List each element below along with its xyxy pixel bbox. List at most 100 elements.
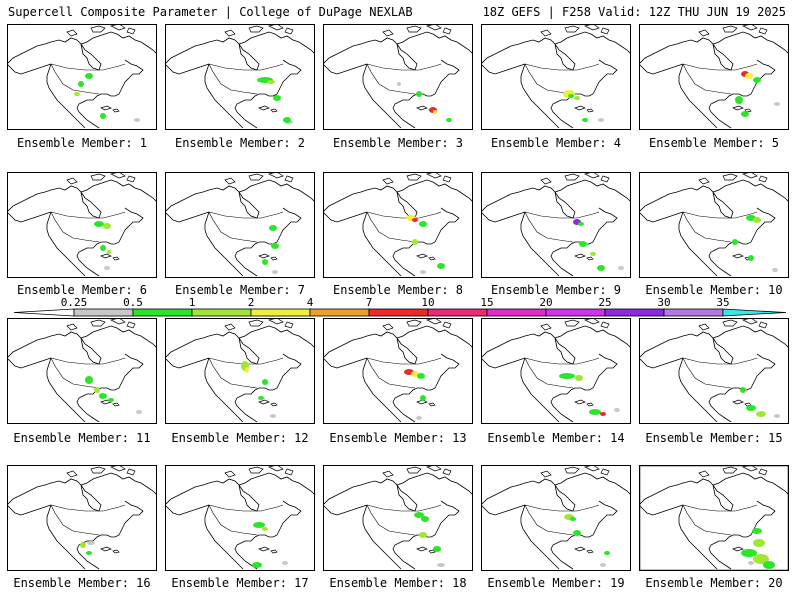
ensemble-member-panel[interactable] — [7, 24, 157, 130]
ensemble-member-panel[interactable] — [165, 318, 315, 424]
map-frame — [323, 465, 473, 571]
coastline — [165, 179, 315, 213]
coastline — [708, 207, 776, 277]
scp-contour — [100, 245, 106, 251]
island-outline — [126, 27, 136, 35]
island-outline — [758, 175, 768, 183]
scp-contour — [568, 94, 574, 98]
island-outline — [564, 173, 580, 181]
ensemble-member-panel[interactable] — [7, 172, 157, 278]
ensemble-member-panel[interactable] — [481, 318, 631, 424]
island-outline — [442, 27, 452, 35]
colorbar-segment — [604, 308, 665, 317]
scp-contour-gray — [420, 270, 426, 274]
island-outline — [109, 465, 126, 472]
island-outline — [224, 29, 236, 37]
scp-contour — [753, 77, 761, 83]
scp-contour — [85, 376, 93, 384]
island-outline — [109, 24, 126, 31]
ensemble-member-panel[interactable] — [481, 465, 631, 571]
ensemble-member-panel[interactable] — [165, 24, 315, 130]
scp-contour-gray — [270, 414, 276, 418]
island-outline — [698, 177, 710, 185]
map-plot — [481, 24, 631, 130]
ensemble-member-panel[interactable] — [165, 172, 315, 278]
map-frame — [639, 172, 789, 278]
island-outline — [600, 27, 610, 35]
ensemble-member-panel[interactable] — [7, 318, 157, 424]
colorbar-segment — [132, 308, 193, 317]
island-outline — [600, 175, 610, 183]
ensemble-member-panel[interactable] — [639, 465, 789, 571]
island-outline — [382, 323, 394, 331]
ensemble-member-panel[interactable] — [639, 24, 789, 130]
scp-contour — [416, 91, 422, 97]
island-outline — [284, 175, 294, 183]
coastline — [481, 63, 526, 75]
map-frame — [165, 465, 315, 571]
island-outline — [112, 108, 120, 113]
island-outline — [416, 253, 428, 259]
scp-contour — [283, 117, 291, 123]
scp-contour — [746, 405, 756, 411]
ensemble-member-panel[interactable] — [481, 172, 631, 278]
island-outline — [109, 318, 126, 325]
island-outline — [583, 24, 600, 31]
island-outline — [258, 546, 270, 552]
scp-contour — [741, 111, 749, 117]
ensemble-member-panel[interactable] — [323, 172, 473, 278]
island-outline — [732, 105, 744, 111]
island-outline — [248, 173, 264, 181]
colorbar-tick-label: 35 — [716, 296, 729, 309]
island-outline — [574, 105, 586, 111]
coastline — [165, 357, 210, 369]
coastline — [520, 63, 560, 129]
map-plot — [7, 465, 157, 571]
scp-contour — [582, 118, 588, 122]
coastline — [76, 353, 144, 423]
coastline — [481, 211, 526, 223]
coastline — [520, 211, 560, 277]
ensemble-member-label: Ensemble Member: 15 — [645, 431, 783, 445]
ensemble-member-label: Ensemble Member: 4 — [490, 136, 622, 150]
ensemble-member-panel[interactable] — [323, 24, 473, 130]
island-outline — [574, 253, 586, 259]
country-border — [208, 357, 284, 389]
ensemble-member-panel[interactable] — [481, 24, 631, 130]
island-outline — [248, 466, 264, 474]
island-outline — [741, 465, 758, 472]
island-outline — [586, 549, 594, 554]
ensemble-member-label: Ensemble Member: 19 — [487, 576, 625, 590]
island-outline — [574, 546, 586, 552]
island-outline — [382, 29, 394, 37]
coastline — [238, 484, 260, 512]
ensemble-member-panel[interactable] — [639, 172, 789, 278]
scp-contour-gray — [104, 266, 110, 270]
island-outline — [90, 25, 106, 33]
island-outline — [224, 177, 236, 185]
country-border — [208, 504, 284, 536]
island-outline — [66, 29, 78, 37]
scp-contour — [740, 387, 746, 393]
ensemble-member-label: Ensemble Member: 18 — [329, 576, 467, 590]
coastline — [204, 357, 244, 423]
colorbar-tick-label: 25 — [598, 296, 611, 309]
map-frame — [7, 172, 157, 278]
ensemble-member-label: Ensemble Member: 13 — [329, 431, 467, 445]
map-plot — [7, 172, 157, 278]
island-outline — [600, 321, 610, 329]
scp-contour — [94, 387, 100, 393]
ensemble-member-panel[interactable] — [639, 318, 789, 424]
coastline — [678, 63, 718, 129]
ensemble-member-panel[interactable] — [7, 465, 157, 571]
scp-contour — [273, 95, 281, 101]
island-outline — [66, 323, 78, 331]
coastline — [7, 472, 157, 506]
colorbar-segment — [309, 308, 370, 317]
ensemble-member-panel[interactable] — [323, 465, 473, 571]
ensemble-member-panel[interactable] — [323, 318, 473, 424]
coastline — [554, 43, 576, 71]
ensemble-member-label: Ensemble Member: 3 — [332, 136, 464, 150]
ensemble-member-panel[interactable] — [165, 465, 315, 571]
coastline — [165, 325, 315, 359]
